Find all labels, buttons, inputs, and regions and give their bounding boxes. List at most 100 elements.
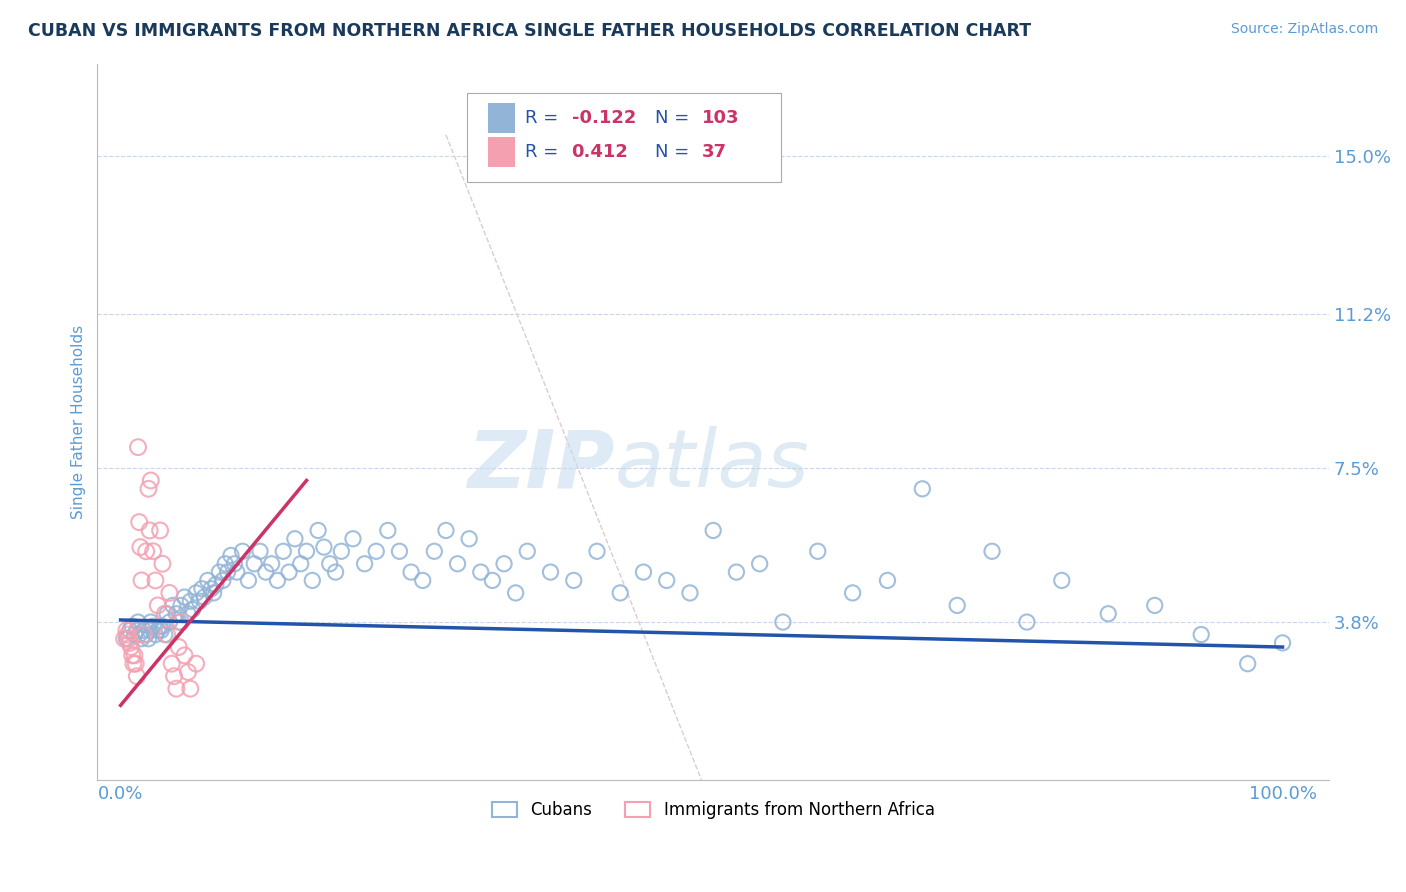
Point <box>217 565 239 579</box>
Point <box>458 532 481 546</box>
Text: N =: N = <box>655 109 696 127</box>
Point <box>156 607 179 621</box>
Point <box>121 619 143 633</box>
Point <box>266 574 288 588</box>
Text: atlas: atlas <box>614 426 810 504</box>
Point <box>173 648 195 663</box>
Point <box>179 594 201 608</box>
Point <box>128 627 150 641</box>
Point <box>173 590 195 604</box>
Point <box>301 574 323 588</box>
Point <box>160 657 183 671</box>
Point <box>177 607 200 621</box>
Point <box>131 574 153 588</box>
Point <box>120 640 142 654</box>
Text: 0.412: 0.412 <box>572 143 628 161</box>
Point <box>163 669 186 683</box>
Point <box>135 544 157 558</box>
Point <box>152 619 174 633</box>
Point <box>911 482 934 496</box>
Point <box>325 565 347 579</box>
Point <box>1236 657 1258 671</box>
Point <box>260 557 283 571</box>
Point <box>609 586 631 600</box>
Point <box>167 640 190 654</box>
Bar <box>488 103 515 133</box>
Point <box>156 627 179 641</box>
Point <box>145 574 167 588</box>
Point <box>112 632 135 646</box>
Point <box>211 574 233 588</box>
Point <box>138 624 160 638</box>
Point <box>177 665 200 679</box>
Point <box>1189 627 1212 641</box>
Point <box>224 557 246 571</box>
Point <box>434 524 457 538</box>
Point <box>516 544 538 558</box>
Text: -0.122: -0.122 <box>572 109 636 127</box>
Point <box>807 544 830 558</box>
Point <box>412 574 434 588</box>
Point <box>153 627 176 641</box>
FancyBboxPatch shape <box>467 93 780 182</box>
Point <box>131 632 153 646</box>
Text: R =: R = <box>524 143 564 161</box>
Point <box>295 544 318 558</box>
Point <box>205 577 228 591</box>
Point <box>981 544 1004 558</box>
Point <box>118 636 141 650</box>
Point <box>184 586 207 600</box>
Text: 103: 103 <box>702 109 740 127</box>
Point <box>1097 607 1119 621</box>
Point <box>157 615 180 629</box>
Point <box>423 544 446 558</box>
Point <box>128 515 150 529</box>
Point <box>377 524 399 538</box>
Point <box>125 669 148 683</box>
Point <box>388 544 411 558</box>
Point <box>1143 599 1166 613</box>
Point <box>152 557 174 571</box>
Point <box>319 557 342 571</box>
Point <box>167 615 190 629</box>
Point <box>271 544 294 558</box>
Point <box>243 557 266 571</box>
Point <box>562 574 585 588</box>
Point <box>165 607 187 621</box>
Point <box>1015 615 1038 629</box>
Point <box>146 624 169 638</box>
Point <box>118 624 141 638</box>
Text: N =: N = <box>655 143 696 161</box>
Point <box>399 565 422 579</box>
Point <box>162 599 184 613</box>
Point <box>127 440 149 454</box>
Point <box>132 627 155 641</box>
Point <box>121 648 143 663</box>
Point <box>238 574 260 588</box>
Point <box>125 624 148 638</box>
Point <box>149 619 172 633</box>
Text: Source: ZipAtlas.com: Source: ZipAtlas.com <box>1230 22 1378 37</box>
Point <box>122 657 145 671</box>
Point <box>200 582 222 596</box>
Point <box>586 544 609 558</box>
Point <box>946 599 969 613</box>
Point <box>772 615 794 629</box>
Point <box>115 624 138 638</box>
Point <box>129 540 152 554</box>
Point <box>184 657 207 671</box>
Point <box>142 544 165 558</box>
Point <box>353 557 375 571</box>
Point <box>219 549 242 563</box>
Point <box>284 532 307 546</box>
Point <box>841 586 863 600</box>
Point <box>170 615 193 629</box>
Point <box>679 586 702 600</box>
Bar <box>488 137 515 167</box>
Point <box>540 565 562 579</box>
Point <box>138 632 160 646</box>
Point <box>157 586 180 600</box>
Point <box>153 607 176 621</box>
Point <box>138 524 160 538</box>
Point <box>127 615 149 629</box>
